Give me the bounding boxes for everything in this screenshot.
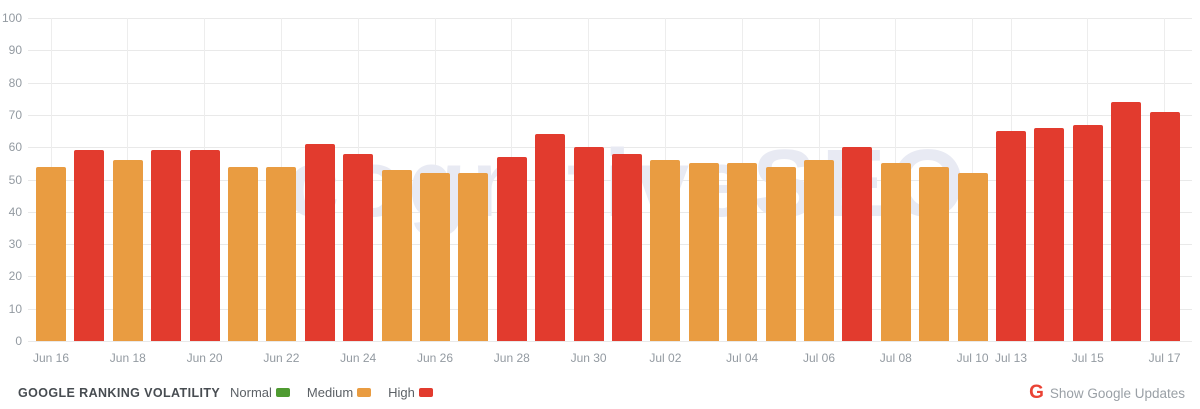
legend-item-normal: Normal <box>230 385 290 400</box>
y-axis-label: 0 <box>15 334 22 348</box>
y-axis-label: 100 <box>1 11 22 25</box>
x-axis-label: Jul 17 <box>1148 351 1181 365</box>
y-axis-label: 30 <box>8 237 22 252</box>
show-google-updates-label: Show Google Updates <box>1049 385 1185 401</box>
x-axis-label: Jun 16 <box>32 351 70 365</box>
x-axis-label: Jun 26 <box>416 351 454 365</box>
bar-jun-25[interactable] <box>381 169 412 341</box>
x-axis-label: Jun 30 <box>570 351 607 365</box>
bar-jun-18[interactable] <box>112 160 143 341</box>
bar-jul-07[interactable] <box>842 147 873 341</box>
bar-jun-19[interactable] <box>151 150 182 341</box>
bar-jul-04[interactable] <box>727 163 758 341</box>
bar-jun-16[interactable] <box>36 166 66 341</box>
x-axis-label: Jun 18 <box>109 351 146 365</box>
bar-jul-01[interactable] <box>612 153 642 341</box>
chart-footer: GOOGLE RANKING VOLATILITY Normal Medium … <box>0 378 1200 409</box>
y-gridline <box>28 179 1192 181</box>
legend-item-medium: Medium <box>306 385 372 400</box>
google-g-icon: G <box>1029 382 1044 403</box>
bar-jun-24[interactable] <box>343 153 374 341</box>
bar-jun-28[interactable] <box>496 156 527 341</box>
x-axis-label: Jul 02 <box>649 351 682 365</box>
legend-swatch-high <box>418 388 433 397</box>
bar-jul-02[interactable] <box>650 160 681 341</box>
legend-swatch-medium <box>357 388 372 397</box>
bar-jun-21[interactable] <box>228 166 258 341</box>
y-gridline <box>28 341 1192 342</box>
bar-jun-29[interactable] <box>535 134 566 341</box>
y-axis-label: 20 <box>8 269 22 284</box>
y-gridline <box>28 276 1192 278</box>
x-axis-label: Jul 13 <box>994 351 1028 365</box>
legend-label-high: High <box>388 385 415 400</box>
bar-jun-30[interactable] <box>573 147 604 341</box>
y-axis-label: 40 <box>8 204 22 219</box>
bar-jul-14[interactable] <box>1034 127 1065 341</box>
bar-jul-05[interactable] <box>765 166 796 341</box>
y-axis-label: 10 <box>8 301 22 316</box>
bar-jun-26[interactable] <box>420 173 450 341</box>
bar-jul-09[interactable] <box>919 166 950 341</box>
bar-jul-13[interactable] <box>996 131 1026 341</box>
x-axis-label: Jun 28 <box>493 351 530 365</box>
y-gridline <box>28 82 1192 84</box>
x-axis-label: Jul 06 <box>802 351 836 365</box>
y-gridline <box>28 147 1192 149</box>
bar-jul-10[interactable] <box>957 173 988 341</box>
chart-title: GOOGLE RANKING VOLATILITY <box>18 386 221 400</box>
bar-jun-27[interactable] <box>458 173 489 341</box>
bar-jun-17[interactable] <box>74 150 105 341</box>
y-axis-label: 90 <box>8 43 22 58</box>
y-gridline <box>28 244 1192 246</box>
legend: Normal Medium High <box>230 385 433 400</box>
y-gridline <box>28 211 1192 213</box>
y-axis-label: 70 <box>8 107 22 122</box>
bar-jun-22[interactable] <box>266 166 297 341</box>
bar-jul-03[interactable] <box>688 163 719 341</box>
bar-jun-20[interactable] <box>189 150 220 341</box>
x-axis-label: Jul 08 <box>879 351 912 365</box>
bar-jul-06[interactable] <box>804 160 834 341</box>
bar-jul-16[interactable] <box>1111 101 1142 341</box>
legend-label-medium: Medium <box>306 385 354 400</box>
x-axis-label: Jul 10 <box>956 351 989 365</box>
y-gridline <box>28 308 1192 310</box>
legend-label-normal: Normal <box>230 385 272 400</box>
bar-jul-08[interactable] <box>880 163 911 341</box>
y-axis-label: 60 <box>8 140 22 155</box>
show-google-updates-button[interactable]: G Show Google Updates <box>1029 383 1185 403</box>
y-gridline <box>28 114 1192 116</box>
x-axis-label: Jun 20 <box>186 351 223 365</box>
x-axis-label: Jun 24 <box>340 351 377 365</box>
x-axis-label: Jul 04 <box>726 351 759 365</box>
bar-jul-15[interactable] <box>1072 124 1103 341</box>
bar-jun-23[interactable] <box>304 143 335 341</box>
y-gridline <box>28 18 1192 19</box>
legend-swatch-normal <box>275 388 290 397</box>
x-axis-label: Jun 22 <box>263 351 300 365</box>
y-axis-label: 50 <box>8 172 22 187</box>
y-gridline <box>28 50 1192 52</box>
x-axis-label: Jul 15 <box>1071 351 1104 365</box>
legend-item-high: High <box>388 385 433 400</box>
y-axis-label: 80 <box>8 75 22 90</box>
bar-jul-17[interactable] <box>1149 111 1180 341</box>
